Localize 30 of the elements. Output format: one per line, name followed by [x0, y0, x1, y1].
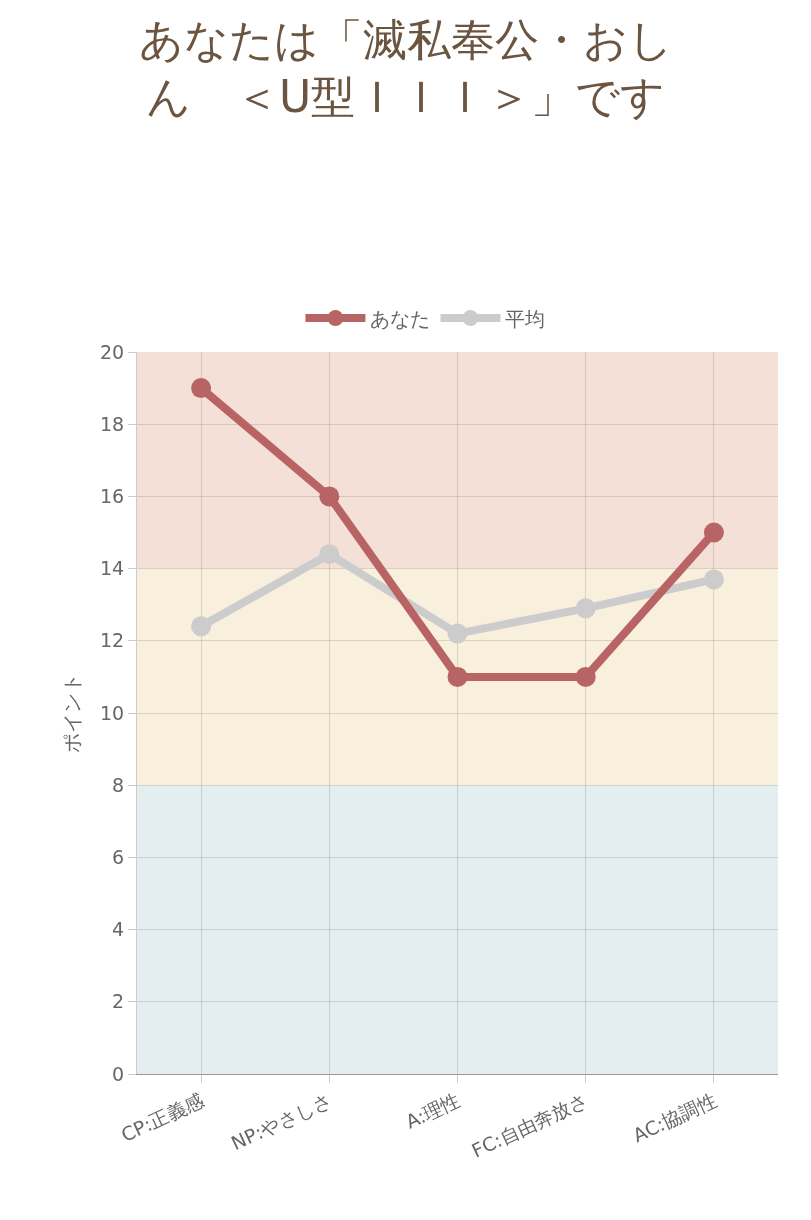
x-tick-label: CP:正義感: [117, 1088, 207, 1146]
point: [447, 623, 468, 644]
y-tick-label: 12: [100, 629, 125, 652]
y-tick-label: 6: [112, 846, 125, 869]
y-tick-label: 18: [100, 412, 125, 435]
point: [447, 666, 468, 687]
y-tick-label: 0: [112, 1062, 125, 1085]
y-tick-label: 20: [100, 340, 125, 363]
y-tick-label: 2: [112, 990, 125, 1013]
x-tick-label: NP:やさしさ: [227, 1088, 336, 1155]
point: [575, 666, 596, 687]
y-tick-label: 8: [112, 773, 125, 796]
chart-title: あなたは「滅私奉公・おしん ＜U型ＩＩＩ＞」です: [138, 13, 673, 123]
point: [575, 598, 596, 619]
y-tick-label: 4: [112, 918, 125, 941]
y-tick-label: 10: [100, 701, 125, 724]
x-tick-label: A:理性: [402, 1088, 464, 1133]
point: [703, 569, 724, 590]
point: [191, 616, 212, 637]
x-tick-label: AC:協調性: [629, 1088, 720, 1147]
x-tick-label: FC:自由奔放さ: [468, 1088, 592, 1162]
legend-label: 平均: [505, 306, 546, 331]
point: [319, 544, 340, 565]
y-tick-label: 16: [100, 485, 125, 508]
point: [191, 378, 212, 399]
point: [319, 486, 340, 507]
y-axis-title: ポイント: [59, 673, 84, 753]
y-tick-label: 14: [100, 557, 125, 580]
legend-label: あなた: [370, 306, 431, 331]
point: [703, 522, 724, 543]
